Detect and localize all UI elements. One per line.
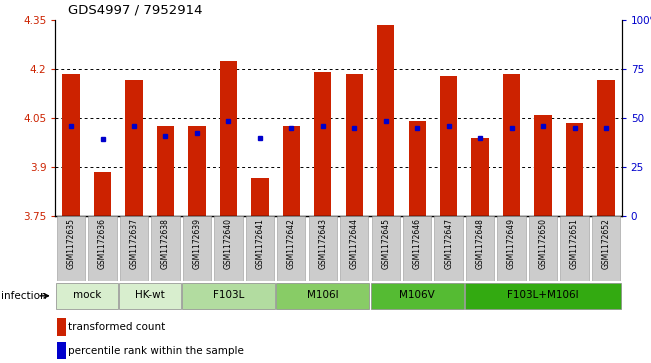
Text: GSM1172643: GSM1172643 <box>318 218 327 269</box>
Text: GSM1172645: GSM1172645 <box>381 218 390 269</box>
Text: infection: infection <box>1 291 46 301</box>
FancyBboxPatch shape <box>277 216 305 281</box>
Text: GSM1172636: GSM1172636 <box>98 218 107 269</box>
Text: GSM1172646: GSM1172646 <box>413 218 422 269</box>
Bar <box>314 72 331 216</box>
Bar <box>57 318 66 336</box>
Text: GSM1172648: GSM1172648 <box>476 218 484 269</box>
Bar <box>157 126 174 216</box>
FancyBboxPatch shape <box>497 216 526 281</box>
Bar <box>440 76 457 216</box>
FancyBboxPatch shape <box>56 284 118 309</box>
Text: GSM1172652: GSM1172652 <box>602 218 611 269</box>
Text: GSM1172640: GSM1172640 <box>224 218 233 269</box>
FancyBboxPatch shape <box>276 284 369 309</box>
FancyBboxPatch shape <box>151 216 180 281</box>
FancyBboxPatch shape <box>370 284 464 309</box>
Text: M106V: M106V <box>399 290 435 300</box>
FancyBboxPatch shape <box>214 216 243 281</box>
FancyBboxPatch shape <box>592 216 620 281</box>
Bar <box>566 123 583 216</box>
Text: GSM1172639: GSM1172639 <box>193 218 201 269</box>
Bar <box>62 74 79 216</box>
FancyBboxPatch shape <box>529 216 557 281</box>
Text: F103L: F103L <box>213 290 244 300</box>
Text: GSM1172641: GSM1172641 <box>255 218 264 269</box>
FancyBboxPatch shape <box>245 216 274 281</box>
Bar <box>188 126 206 216</box>
Bar <box>251 178 268 216</box>
FancyBboxPatch shape <box>340 216 368 281</box>
FancyBboxPatch shape <box>372 216 400 281</box>
Text: GDS4997 / 7952914: GDS4997 / 7952914 <box>68 3 203 16</box>
Bar <box>57 342 66 360</box>
FancyBboxPatch shape <box>434 216 463 281</box>
FancyBboxPatch shape <box>119 284 180 309</box>
Text: GSM1172635: GSM1172635 <box>66 218 76 269</box>
Bar <box>377 25 395 216</box>
Bar <box>94 172 111 216</box>
Text: percentile rank within the sample: percentile rank within the sample <box>68 346 244 356</box>
Bar <box>409 121 426 216</box>
Text: GSM1172651: GSM1172651 <box>570 218 579 269</box>
Bar <box>126 80 143 216</box>
Text: GSM1172649: GSM1172649 <box>507 218 516 269</box>
FancyBboxPatch shape <box>183 216 211 281</box>
Bar <box>283 126 300 216</box>
FancyBboxPatch shape <box>89 216 117 281</box>
Text: GSM1172642: GSM1172642 <box>287 218 296 269</box>
FancyBboxPatch shape <box>403 216 432 281</box>
Text: GSM1172647: GSM1172647 <box>444 218 453 269</box>
Bar <box>220 61 237 216</box>
Text: GSM1172638: GSM1172638 <box>161 218 170 269</box>
Bar <box>598 80 615 216</box>
FancyBboxPatch shape <box>309 216 337 281</box>
Text: GSM1172650: GSM1172650 <box>538 218 547 269</box>
Text: transformed count: transformed count <box>68 322 165 332</box>
Bar <box>503 74 520 216</box>
Bar <box>346 74 363 216</box>
FancyBboxPatch shape <box>561 216 589 281</box>
Bar <box>471 138 489 216</box>
FancyBboxPatch shape <box>465 284 621 309</box>
FancyBboxPatch shape <box>57 216 85 281</box>
FancyBboxPatch shape <box>120 216 148 281</box>
Text: mock: mock <box>73 290 101 300</box>
Text: F103L+M106I: F103L+M106I <box>507 290 579 300</box>
Text: GSM1172637: GSM1172637 <box>130 218 139 269</box>
FancyBboxPatch shape <box>466 216 494 281</box>
Text: HK-wt: HK-wt <box>135 290 165 300</box>
Text: GSM1172644: GSM1172644 <box>350 218 359 269</box>
FancyBboxPatch shape <box>182 284 275 309</box>
Text: M106I: M106I <box>307 290 339 300</box>
Bar <box>534 115 551 216</box>
